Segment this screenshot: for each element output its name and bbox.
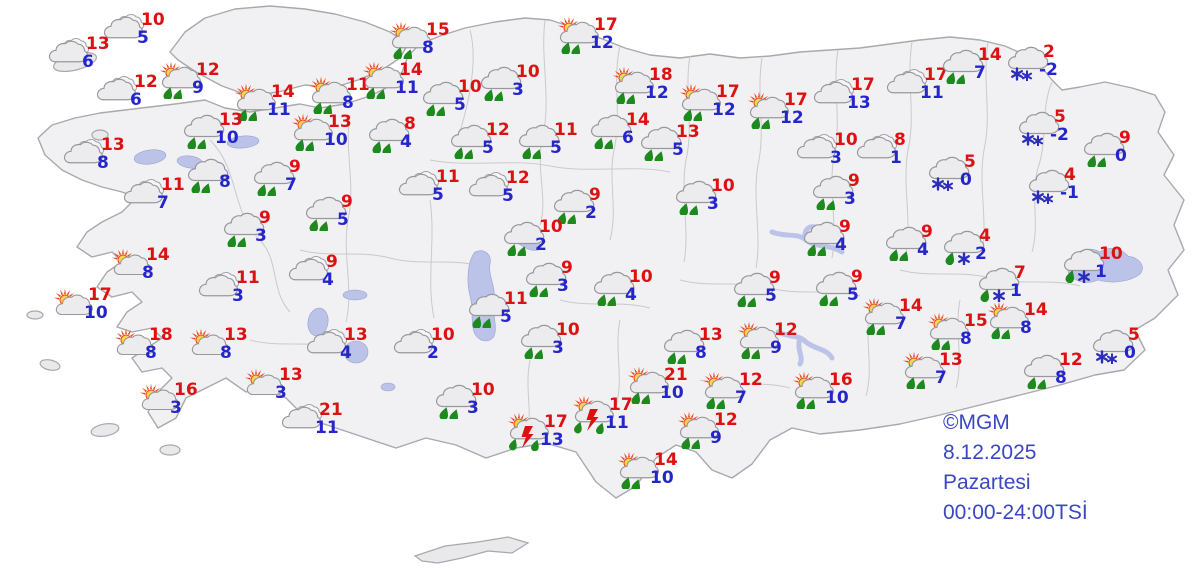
attribution-day: Pazartesi: [943, 471, 1031, 494]
map-island: [52, 51, 98, 73]
attribution-period: 00:00-24:00TSİ: [943, 501, 1088, 524]
map-island: [90, 423, 120, 437]
attribution-copyright: ©MGM: [943, 411, 1010, 434]
map-region-thrace: [169, 5, 409, 97]
map-island: [91, 129, 109, 141]
map-island-cyprus: [413, 536, 530, 564]
map-island: [159, 444, 181, 456]
map-island: [26, 310, 44, 320]
attribution-block: ©MGM 8.12.2025 Pazartesi 00:00-24:00TSİ: [943, 408, 1088, 528]
map-island: [39, 359, 61, 371]
attribution-date: 8.12.2025: [943, 441, 1037, 464]
